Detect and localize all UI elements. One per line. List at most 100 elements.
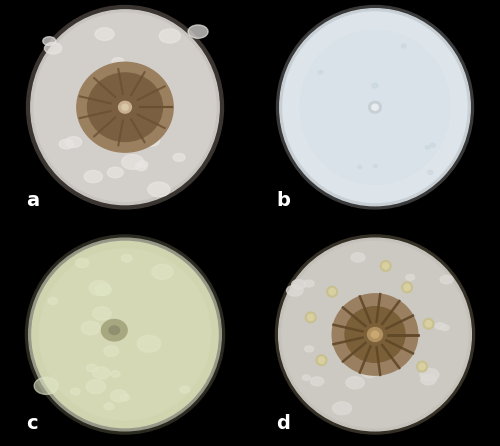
Ellipse shape	[302, 375, 310, 380]
Ellipse shape	[92, 307, 111, 320]
Ellipse shape	[423, 318, 434, 329]
Ellipse shape	[44, 42, 62, 54]
Ellipse shape	[144, 136, 160, 146]
Ellipse shape	[77, 62, 173, 152]
Ellipse shape	[278, 238, 471, 431]
Ellipse shape	[26, 235, 224, 434]
Ellipse shape	[109, 326, 120, 334]
Ellipse shape	[292, 280, 306, 289]
Text: b: b	[276, 191, 290, 210]
Ellipse shape	[283, 12, 467, 202]
Ellipse shape	[430, 143, 436, 147]
Ellipse shape	[159, 29, 180, 43]
Ellipse shape	[373, 165, 377, 168]
Ellipse shape	[300, 30, 450, 184]
Ellipse shape	[276, 235, 474, 434]
Ellipse shape	[318, 357, 324, 363]
Ellipse shape	[382, 263, 389, 269]
Ellipse shape	[31, 10, 219, 205]
Ellipse shape	[332, 402, 351, 415]
Ellipse shape	[372, 83, 378, 88]
Ellipse shape	[304, 280, 314, 287]
Ellipse shape	[416, 361, 428, 372]
Text: d: d	[276, 414, 290, 433]
Ellipse shape	[420, 375, 436, 385]
Ellipse shape	[310, 377, 324, 386]
Ellipse shape	[401, 44, 406, 48]
Ellipse shape	[329, 289, 336, 295]
Ellipse shape	[426, 145, 430, 149]
Ellipse shape	[402, 282, 412, 293]
Ellipse shape	[135, 163, 147, 171]
Ellipse shape	[375, 363, 392, 374]
Ellipse shape	[86, 364, 97, 372]
Ellipse shape	[108, 167, 124, 178]
Ellipse shape	[308, 314, 314, 321]
Ellipse shape	[86, 380, 106, 393]
Ellipse shape	[102, 319, 127, 341]
Ellipse shape	[440, 275, 453, 284]
Ellipse shape	[306, 312, 316, 323]
Ellipse shape	[66, 136, 82, 148]
Ellipse shape	[43, 37, 56, 45]
Ellipse shape	[93, 367, 110, 379]
Ellipse shape	[351, 253, 365, 262]
Ellipse shape	[122, 91, 132, 97]
Text: a: a	[26, 191, 40, 210]
Ellipse shape	[95, 28, 114, 41]
Ellipse shape	[280, 9, 470, 206]
Ellipse shape	[440, 325, 449, 330]
Ellipse shape	[180, 386, 190, 393]
Ellipse shape	[48, 297, 58, 304]
Ellipse shape	[362, 368, 376, 378]
Ellipse shape	[34, 377, 58, 394]
Ellipse shape	[282, 241, 468, 428]
Ellipse shape	[304, 346, 314, 352]
Ellipse shape	[105, 138, 122, 150]
Ellipse shape	[327, 286, 338, 297]
Ellipse shape	[32, 241, 218, 428]
Ellipse shape	[81, 321, 100, 335]
Ellipse shape	[380, 260, 391, 271]
Ellipse shape	[76, 258, 88, 268]
Ellipse shape	[26, 5, 224, 209]
Ellipse shape	[370, 306, 388, 318]
Ellipse shape	[316, 355, 327, 366]
Ellipse shape	[426, 321, 432, 327]
Ellipse shape	[394, 330, 411, 342]
Ellipse shape	[420, 368, 439, 381]
Ellipse shape	[368, 327, 382, 342]
Ellipse shape	[428, 170, 433, 174]
Ellipse shape	[138, 161, 147, 168]
Ellipse shape	[104, 403, 114, 410]
Text: c: c	[26, 414, 38, 433]
Ellipse shape	[345, 307, 405, 362]
Ellipse shape	[89, 281, 110, 296]
Ellipse shape	[406, 274, 414, 280]
Ellipse shape	[122, 155, 144, 169]
Ellipse shape	[104, 346, 118, 356]
Ellipse shape	[435, 323, 445, 329]
Ellipse shape	[95, 284, 112, 296]
Ellipse shape	[188, 25, 208, 38]
Ellipse shape	[346, 376, 364, 389]
Ellipse shape	[332, 294, 418, 375]
Ellipse shape	[110, 390, 128, 402]
Ellipse shape	[122, 104, 128, 110]
Ellipse shape	[34, 13, 216, 202]
Ellipse shape	[118, 101, 132, 113]
Ellipse shape	[148, 182, 170, 197]
Ellipse shape	[88, 73, 162, 141]
Ellipse shape	[286, 285, 303, 296]
Ellipse shape	[346, 329, 364, 342]
Ellipse shape	[110, 371, 120, 377]
Ellipse shape	[112, 58, 124, 66]
Ellipse shape	[120, 394, 130, 401]
Ellipse shape	[84, 170, 102, 183]
Ellipse shape	[368, 101, 382, 113]
Ellipse shape	[372, 331, 378, 338]
Ellipse shape	[173, 153, 185, 161]
Ellipse shape	[70, 388, 81, 395]
Ellipse shape	[59, 139, 74, 149]
Ellipse shape	[276, 5, 473, 209]
